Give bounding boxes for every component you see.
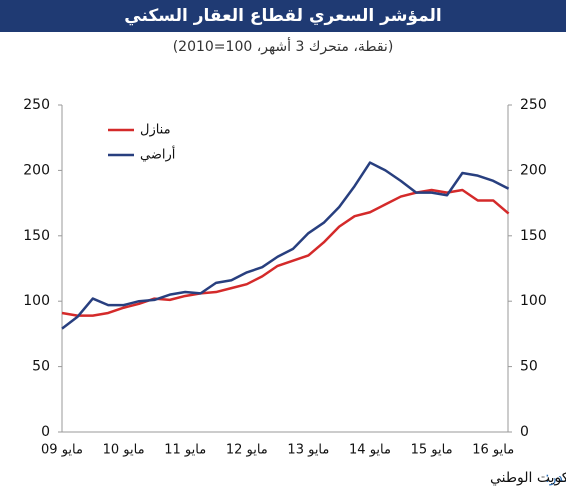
y2-tick-label: 250 — [520, 97, 547, 113]
chart-title: المؤشر السعري لقطاع العقار السكني — [124, 6, 441, 26]
series-line — [61, 161, 510, 330]
y-tick-label: 150 — [23, 228, 50, 244]
y-tick-label: 200 — [23, 162, 50, 178]
source-text: وزارة العدل وتقديرات بنك الكويت الوطني — [490, 470, 566, 486]
y2-tick-label: 50 — [520, 359, 538, 375]
legend-label: منازل — [140, 123, 171, 138]
legend-label: أراضي — [140, 146, 175, 163]
series-line — [61, 188, 510, 317]
x-tick-label: مايو 15 — [411, 443, 453, 458]
x-tick-label: مايو 10 — [103, 443, 145, 458]
y-tick-label: 100 — [23, 293, 50, 309]
y-tick-label: 250 — [23, 97, 50, 113]
x-tick-label: مايو 11 — [164, 443, 206, 458]
x-tick-label: مايو 12 — [226, 443, 268, 458]
y-tick-label: 0 — [41, 424, 50, 440]
y2-tick-label: 100 — [520, 293, 547, 309]
x-tick-label: مايو 14 — [349, 443, 391, 458]
y2-tick-label: 200 — [520, 162, 547, 178]
x-tick-label: مايو 09 — [41, 443, 83, 458]
source-label: المصدر: — [545, 470, 566, 486]
chart-subtitle: (نقطة، متحرك 3 أشهر، 100=2010) — [173, 37, 394, 55]
y2-tick-label: 150 — [520, 228, 547, 244]
y-tick-label: 50 — [32, 359, 50, 375]
x-tick-label: مايو 13 — [287, 443, 329, 458]
x-tick-label: مايو 16 — [472, 443, 514, 458]
title-bar — [0, 0, 566, 32]
y2-tick-label: 0 — [520, 424, 529, 440]
